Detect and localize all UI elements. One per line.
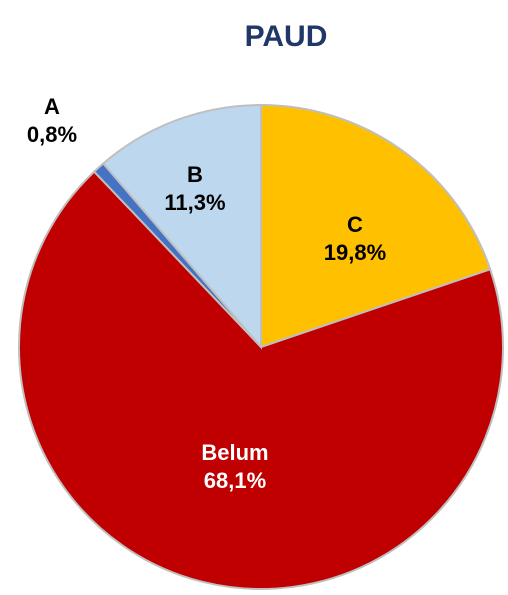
pie-slice — [101, 103, 262, 350]
slice-category-label: B — [187, 162, 203, 187]
pie-slice — [260, 103, 492, 349]
slice-value-label: 19,8% — [324, 240, 386, 265]
slice-value-label: 68,1% — [204, 468, 266, 493]
slice-value-label: 11,3% — [164, 190, 225, 215]
slice-category-label: A — [44, 94, 60, 119]
slice-category-label: Belum — [201, 440, 268, 465]
pie-slice — [18, 170, 504, 590]
slice-value-label: 0,8% — [27, 122, 77, 147]
chart-title: PAUD — [245, 20, 328, 53]
slice-category-label: C — [347, 212, 363, 237]
